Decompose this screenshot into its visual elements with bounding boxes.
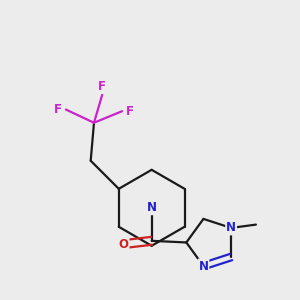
Text: O: O [118, 238, 129, 250]
Text: F: F [54, 103, 62, 116]
Text: N: N [147, 201, 157, 214]
Text: N: N [198, 260, 208, 272]
Text: F: F [126, 105, 134, 118]
Text: F: F [98, 80, 106, 93]
Text: N: N [226, 221, 236, 234]
